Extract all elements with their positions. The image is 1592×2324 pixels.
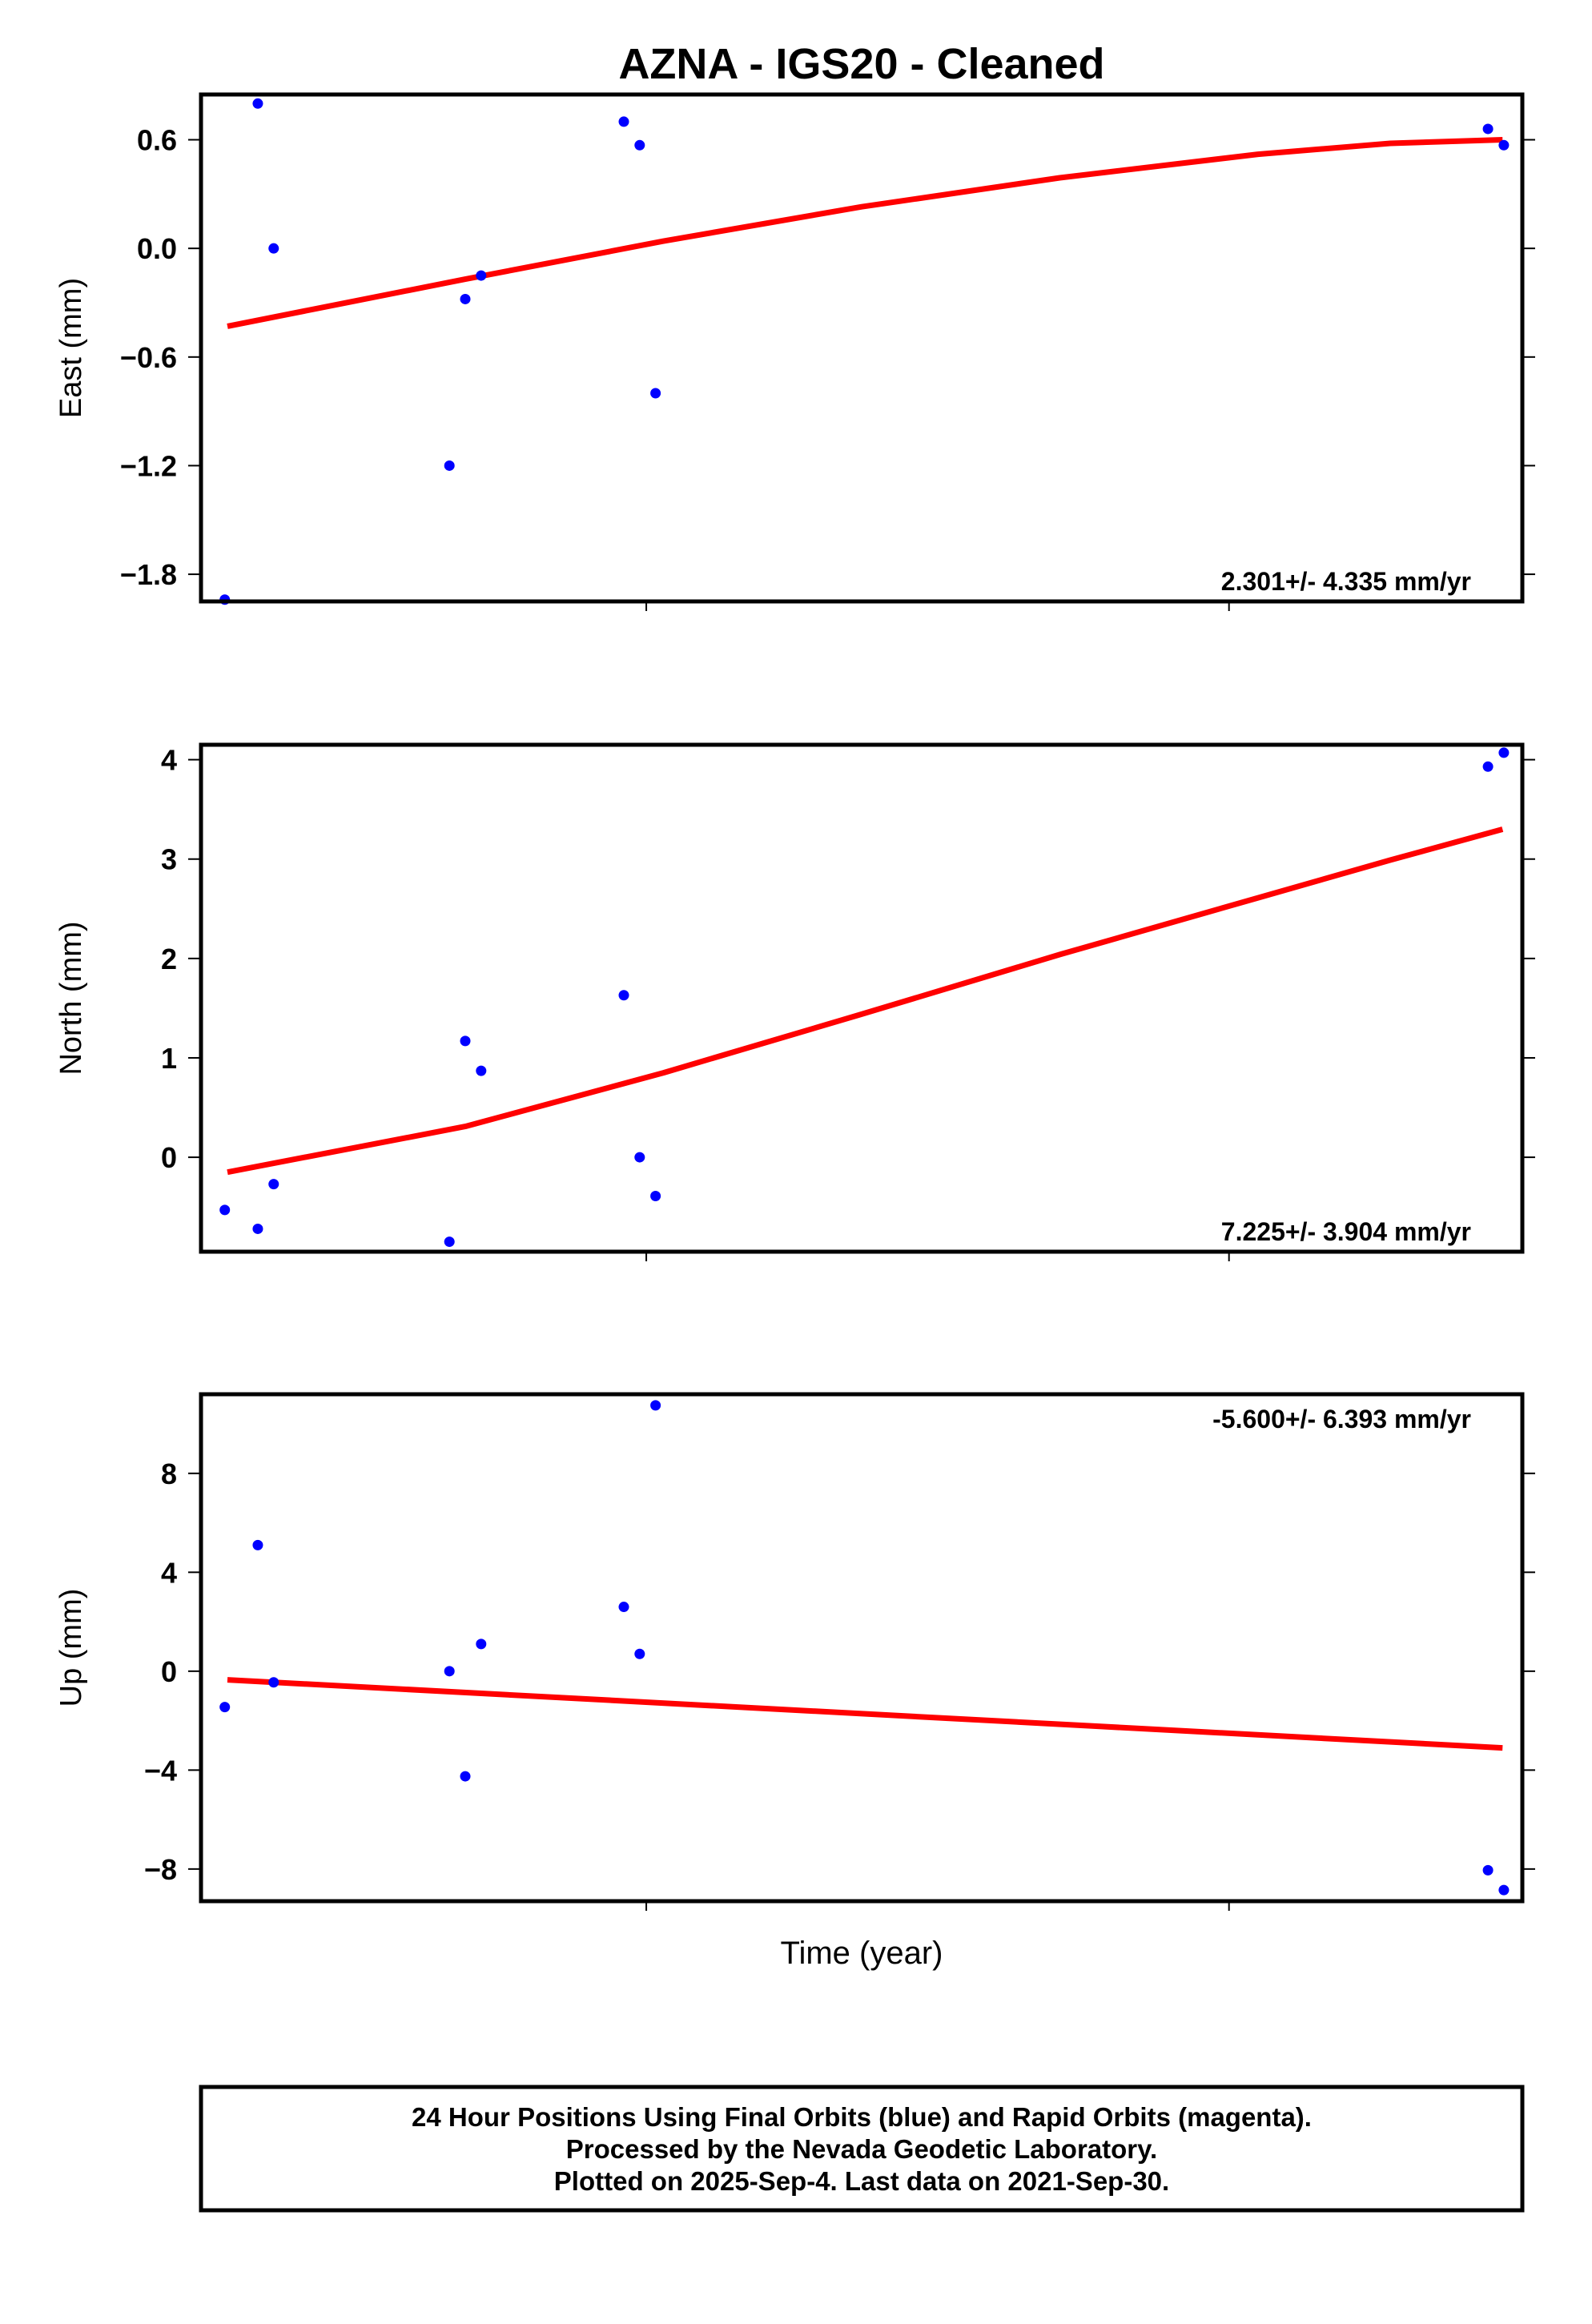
- chart-title: AZNA - IGS20 - Cleaned: [618, 40, 1104, 88]
- footer-line-3: Plotted on 2025-Sep-4. Last data on 2021…: [554, 2166, 1169, 2196]
- east-data-point: [1482, 123, 1494, 135]
- north-data-point: [219, 1204, 231, 1216]
- east-ytick-label: −0.6: [120, 341, 177, 374]
- up-ytick-label: −8: [144, 1853, 177, 1886]
- north-trend-line: [227, 826, 1504, 1176]
- north-data-point: [444, 1236, 455, 1248]
- north-y-axis-label: North (mm): [54, 921, 88, 1075]
- up-data-point: [650, 1400, 661, 1411]
- up-data-point: [1482, 1864, 1494, 1876]
- north-data-point: [476, 1065, 487, 1076]
- east-y-axis-label: East (mm): [54, 278, 88, 418]
- up-data-point: [618, 1602, 629, 1613]
- north-data-point: [1498, 747, 1510, 758]
- north-plot-frame: [199, 742, 1525, 1254]
- east-ytick-label: 0.0: [137, 232, 177, 265]
- east-panel: 0.6 0.0 −0.6 −1.2 −1.8 East (mm) 2.301+/- 4.33…: [54, 92, 1535, 611]
- north-data-point: [650, 1190, 661, 1201]
- east-velocity-label: 2.301+/- 4.335 mm/yr: [1221, 567, 1471, 596]
- up-data-point: [1498, 1884, 1510, 1896]
- east-data-point: [476, 270, 487, 281]
- north-data-point: [1482, 761, 1494, 772]
- up-velocity-label: -5.600+/- 6.393 mm/yr: [1212, 1405, 1471, 1433]
- footer-line-1: 24 Hour Positions Using Final Orbits (bl…: [412, 2102, 1312, 2132]
- east-data-point: [1498, 139, 1510, 151]
- north-data-point: [460, 1035, 471, 1047]
- footer-line-2: Processed by the Nevada Geodetic Laborat…: [566, 2134, 1157, 2164]
- footer-frame: [199, 2085, 1525, 2213]
- east-ytick-label: −1.2: [120, 449, 177, 482]
- east-trend-line: [227, 137, 1503, 329]
- north-data-point: [634, 1152, 645, 1163]
- up-data-point: [444, 1666, 455, 1677]
- east-plot-frame: [199, 92, 1525, 604]
- up-data-point: [476, 1638, 487, 1650]
- up-panel: 8 4 0 −4 −8 Up (mm) -5.600+/- 6.393 mm/yr: [54, 1392, 1535, 1911]
- north-panel: 4 3 2 1 0 North (mm) 7.225+/- 3.904 mm/yr: [54, 742, 1535, 1261]
- north-data-point: [618, 990, 629, 1001]
- up-data-point: [460, 1771, 471, 1782]
- north-ytick-label: 2: [161, 943, 177, 975]
- east-ytick-label: −1.8: [120, 558, 177, 591]
- up-ytick-label: 8: [161, 1458, 177, 1490]
- up-ytick-label: 0: [161, 1655, 177, 1688]
- east-data-point: [634, 139, 645, 151]
- up-data-point: [252, 1539, 263, 1550]
- east-data-point: [618, 116, 629, 127]
- x-axis-label: Time (year): [781, 1936, 943, 1971]
- north-ytick-label: 4: [161, 744, 177, 777]
- up-ytick-label: −4: [144, 1754, 177, 1787]
- north-data-point: [252, 1223, 263, 1234]
- up-data-point: [268, 1677, 279, 1688]
- north-ytick-label: 3: [161, 843, 177, 876]
- north-data-point: [268, 1179, 279, 1190]
- east-data-point: [460, 293, 471, 304]
- east-data-point: [252, 98, 263, 109]
- north-ytick-label: 1: [161, 1042, 177, 1075]
- up-data-point: [634, 1648, 645, 1659]
- up-data-point: [219, 1702, 231, 1713]
- east-data-point: [650, 388, 661, 399]
- footer-box: 24 Hour Positions Using Final Orbits (bl…: [199, 2085, 1525, 2213]
- east-data-point: [268, 243, 279, 254]
- north-velocity-label: 7.225+/- 3.904 mm/yr: [1221, 1217, 1471, 1246]
- up-ytick-label: 4: [161, 1556, 177, 1589]
- up-plot-frame: [199, 1392, 1525, 1904]
- north-ytick-label: 0: [161, 1141, 177, 1174]
- up-trend-line: [227, 1677, 1503, 1751]
- up-y-axis-label: Up (mm): [54, 1589, 88, 1707]
- east-ytick-label: 0.6: [137, 124, 177, 157]
- east-data-point: [444, 460, 455, 471]
